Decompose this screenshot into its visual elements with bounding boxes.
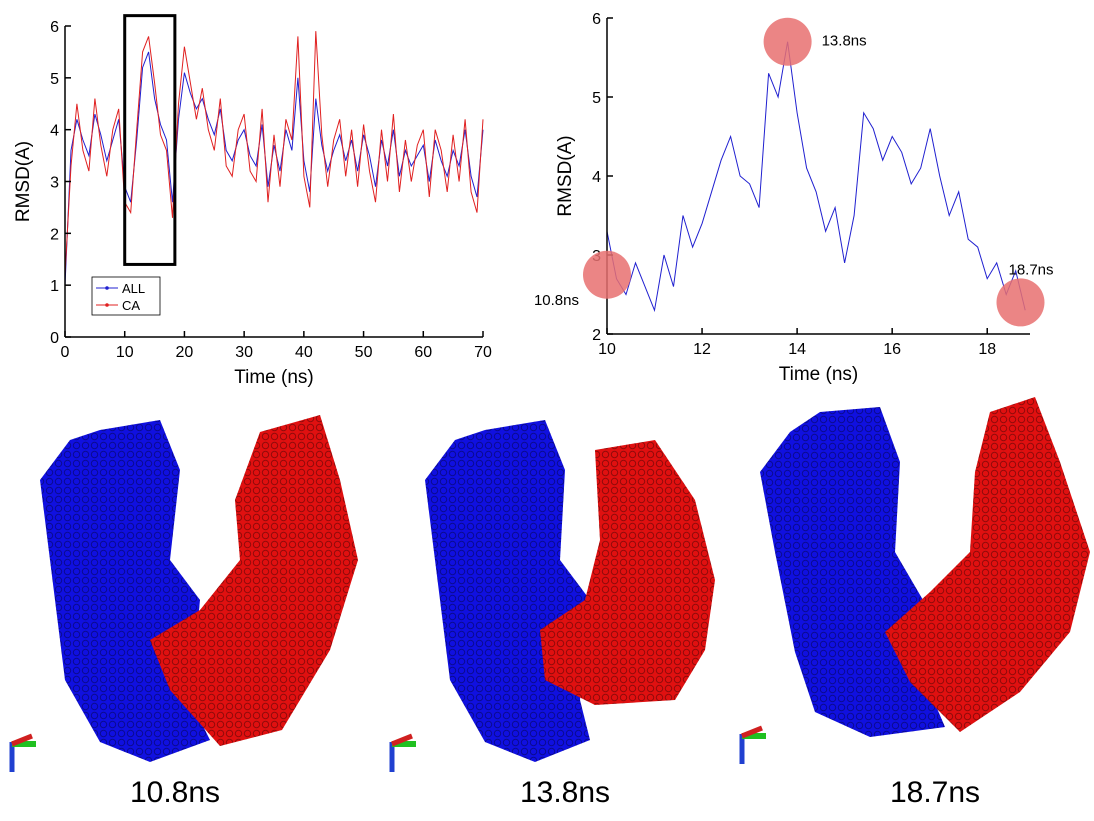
structure-render: [389, 420, 715, 772]
legend-label: ALL: [122, 281, 145, 296]
annotation-marker: [763, 17, 812, 66]
x-tick-label: 60: [414, 344, 432, 361]
x-tick-label: 20: [176, 344, 194, 361]
chart: 234561012141618Time (ns)RMSD(A)10.8ns13.…: [534, 11, 1054, 385]
annotation-label: 18.7ns: [1008, 261, 1053, 278]
y-tick-label: 5: [50, 71, 59, 88]
y-tick-label: 4: [50, 123, 59, 140]
x-tick-label: 30: [235, 344, 253, 361]
highlight-box: [123, 14, 177, 266]
data-line: [64, 31, 484, 275]
x-tick-label: 10: [598, 341, 616, 358]
legend-marker: [105, 286, 109, 290]
x-tick-label: 0: [61, 344, 70, 361]
structure-caption: 18.7ns: [890, 776, 980, 809]
y-tick-label: 2: [592, 327, 601, 344]
x-tick-label: 18: [978, 341, 996, 358]
y-axis-label: RMSD(A): [13, 141, 34, 222]
annotation-label: 10.8ns: [534, 292, 579, 309]
structures: [9, 397, 1090, 772]
structure-render: [9, 415, 358, 772]
y-tick-label: 5: [592, 90, 601, 107]
annotation-marker: [996, 278, 1045, 327]
y-tick-label: 2: [50, 226, 59, 243]
x-axis-label: Time (ns): [234, 367, 314, 388]
annotation-marker: [583, 250, 631, 299]
y-tick-label: 1: [50, 278, 59, 295]
structure-render: [739, 397, 1090, 764]
y-axis-label: RMSD(A): [555, 135, 576, 216]
x-tick-label: 50: [355, 344, 373, 361]
y-tick-label: 3: [50, 175, 59, 192]
y-tick-label: 6: [592, 11, 601, 28]
legend-box: [91, 276, 161, 316]
x-tick-label: 10: [116, 344, 134, 361]
annotation-label: 13.8ns: [822, 33, 867, 50]
data-line: [64, 51, 484, 286]
structure-caption: 13.8ns: [520, 776, 610, 809]
y-tick-label: 4: [592, 169, 601, 186]
x-axis-label: Time (ns): [779, 364, 859, 385]
data-line: [606, 41, 1026, 313]
x-tick-label: 16: [883, 341, 901, 358]
legend-label: CA: [122, 298, 140, 313]
x-tick-label: 12: [693, 341, 711, 358]
x-tick-label: 70: [474, 344, 492, 361]
y-tick-label: 6: [50, 19, 59, 36]
y-tick-label: 0: [50, 330, 59, 347]
legend-marker: [105, 303, 109, 307]
structure-caption: 10.8ns: [130, 776, 220, 809]
x-tick-label: 14: [788, 341, 806, 358]
x-tick-label: 40: [295, 344, 313, 361]
